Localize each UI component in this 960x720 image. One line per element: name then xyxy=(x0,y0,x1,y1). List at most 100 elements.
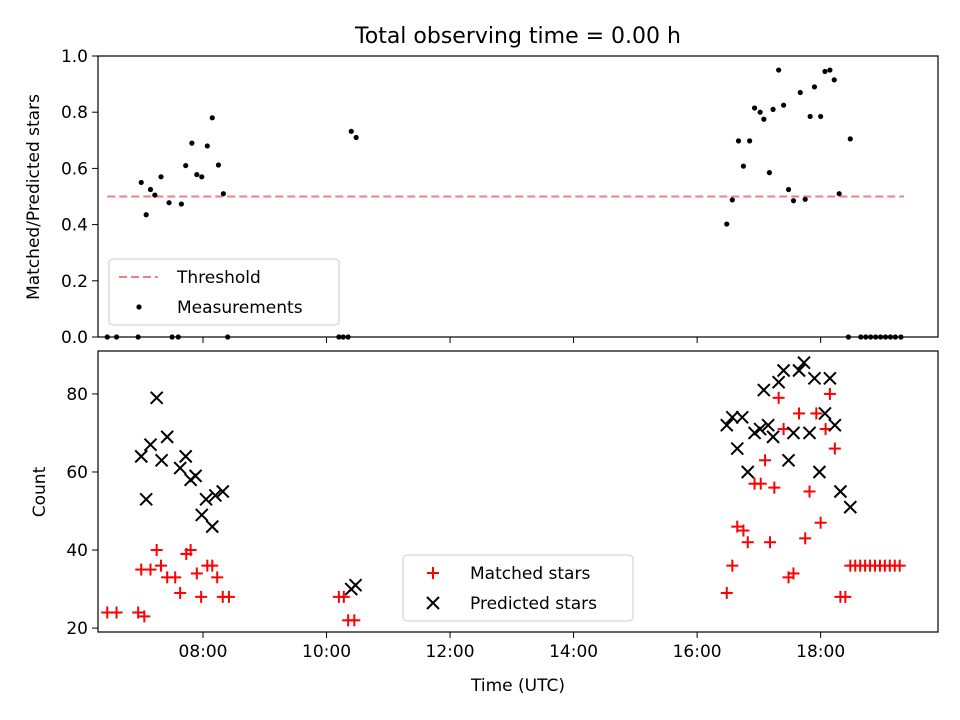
measurements-point xyxy=(740,163,747,169)
measurements-point xyxy=(757,109,763,115)
predicted-stars-point xyxy=(216,484,230,499)
measurements-point xyxy=(138,179,144,186)
predicted-stars-point xyxy=(781,453,796,467)
measurements-point xyxy=(336,334,342,340)
measurements-point xyxy=(802,196,808,202)
measurements-point xyxy=(152,192,158,198)
matched-stars-point xyxy=(839,590,852,603)
predicted-stars-legend-swatch xyxy=(426,596,440,610)
measurements-point xyxy=(183,162,189,169)
count-axes-frame xyxy=(97,350,939,633)
predicted-stars-point xyxy=(195,508,209,522)
predicted-stars-point xyxy=(757,383,771,397)
predicted-stars-point xyxy=(802,426,817,440)
count-legend-box xyxy=(402,554,634,622)
measurements-point xyxy=(747,138,753,144)
measurements-point xyxy=(166,200,172,206)
ratio-y-tick-label: 1.0 xyxy=(61,47,88,67)
measurements-point xyxy=(175,334,181,340)
predicted-stars-point xyxy=(173,461,187,475)
matched-stars-point xyxy=(741,536,754,549)
matched-stars-point xyxy=(174,586,187,599)
predicted-stars-point xyxy=(725,410,740,425)
measurements-point xyxy=(818,113,824,120)
measurements-point xyxy=(785,186,792,193)
matched-stars-point xyxy=(144,563,157,576)
matched-stars-point xyxy=(768,481,781,494)
measurements-point xyxy=(340,334,346,340)
ratio-marks xyxy=(104,67,905,340)
measurements-point xyxy=(169,334,175,340)
count-marks xyxy=(101,356,906,627)
predicted-stars-point xyxy=(771,375,786,389)
ratio-y-axis-label: Matched/Predicted stars xyxy=(24,94,44,300)
measurements-point xyxy=(790,198,797,204)
measurements-point xyxy=(761,116,767,122)
measurements-point xyxy=(158,174,164,180)
matched-stars-point xyxy=(150,544,163,557)
threshold-legend-label: Threshold xyxy=(176,268,261,288)
matched-stars-point xyxy=(803,485,816,498)
matched-stars-point xyxy=(777,423,790,436)
predicted-stars-point xyxy=(843,500,858,514)
matched-stars-point xyxy=(793,407,806,420)
matched-stars-point xyxy=(759,454,772,467)
predicted-stars-point xyxy=(154,453,169,467)
matched-stars-point xyxy=(726,559,739,572)
predicted-stars-point xyxy=(208,488,223,503)
ratio-y-tick-label: 0.8 xyxy=(61,103,88,123)
measurements-point xyxy=(887,334,894,340)
measurements-point xyxy=(836,191,842,197)
matched-stars-point xyxy=(823,387,836,400)
measurements-point xyxy=(345,334,351,340)
measurements-point xyxy=(892,334,898,340)
matched-stars-point xyxy=(348,614,361,627)
measurements-point xyxy=(724,221,730,227)
predicted-stars-point xyxy=(735,410,749,425)
measurements-point xyxy=(143,212,149,218)
measurements-point xyxy=(847,136,853,142)
measurements-point xyxy=(225,334,231,340)
predicted-stars-point xyxy=(807,371,822,386)
ratio-y-tick-label: 0.4 xyxy=(61,216,88,236)
predicted-stars-point xyxy=(730,441,744,456)
measurements-point xyxy=(868,334,874,340)
matched-stars-point xyxy=(222,590,235,603)
predicted-stars-point xyxy=(828,418,842,432)
ratio-y-tick-label: 0.6 xyxy=(61,159,88,179)
x-tick-label: 18:00 xyxy=(796,642,845,662)
count-y-axis-label: Count xyxy=(30,466,50,517)
measurements-point xyxy=(863,334,869,340)
matched-stars-legend-swatch xyxy=(427,567,439,579)
measurements-point xyxy=(353,134,359,141)
measurements-point xyxy=(822,68,828,75)
predicted-stars-point xyxy=(188,469,203,483)
predicted-stars-point xyxy=(792,363,806,378)
predicted-stars-point xyxy=(160,430,174,444)
matched-stars-point xyxy=(754,477,767,490)
predicted-stars-point xyxy=(720,418,734,432)
measurements-point xyxy=(104,334,110,340)
measurements-point xyxy=(751,105,758,111)
predicted-stars-point xyxy=(143,437,158,452)
measurements-point xyxy=(735,138,742,144)
measurements-point xyxy=(780,102,787,108)
predicted-stars-point xyxy=(812,465,827,479)
x-tick-label: 12:00 xyxy=(426,642,475,662)
measurements-point xyxy=(209,115,215,121)
measurements-point xyxy=(858,334,864,340)
ratio-axes-frame xyxy=(97,55,939,338)
ratio-y-tick-label: 0.0 xyxy=(61,328,88,348)
measurements-legend-label: Measurements xyxy=(177,298,303,318)
matched-stars-point xyxy=(814,516,827,529)
measurements-point xyxy=(204,143,210,149)
time-x-axis-label: Time (UTC) xyxy=(470,676,565,696)
matched-stars-point xyxy=(138,610,151,623)
measurements-point xyxy=(220,191,226,197)
matched-stars-point xyxy=(787,567,800,580)
measurements-point xyxy=(178,201,184,207)
predicted-stars-legend-label: Predicted stars xyxy=(470,594,597,614)
predicted-stars-point xyxy=(776,363,791,378)
measurements-point xyxy=(199,174,205,180)
